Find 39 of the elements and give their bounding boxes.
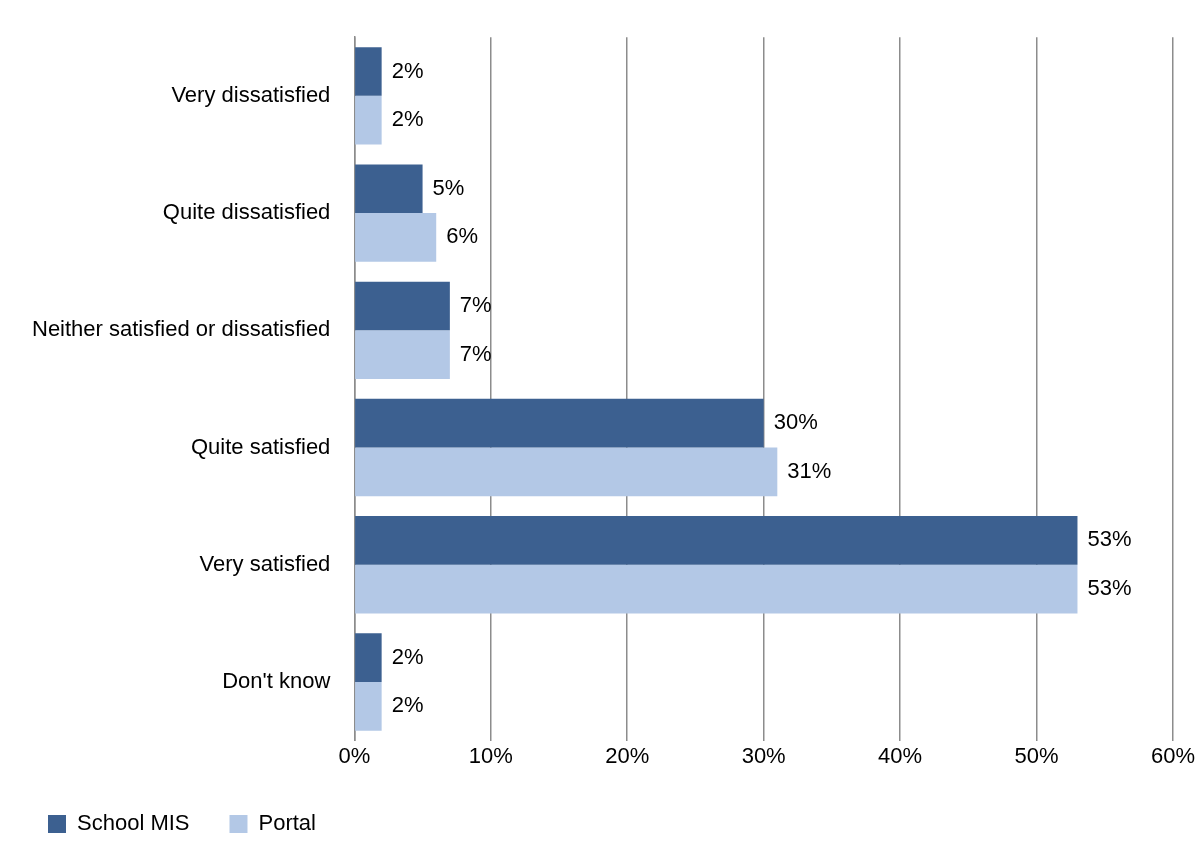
x-tick-label: 50% xyxy=(1014,742,1059,768)
legend-label: School MIS xyxy=(77,810,190,836)
bar xyxy=(355,398,764,448)
data-label: 53% xyxy=(1087,526,1132,552)
bar xyxy=(355,164,423,214)
legend-label: Portal xyxy=(258,810,316,836)
bar xyxy=(355,330,450,379)
y-tick-label: Very satisfied xyxy=(199,550,331,576)
data-label: 53% xyxy=(1087,575,1132,601)
x-tick-label: 60% xyxy=(1150,742,1196,768)
bar xyxy=(355,47,382,96)
data-label: 2% xyxy=(391,57,424,83)
data-label: 30% xyxy=(773,409,818,435)
bar xyxy=(355,213,437,262)
bar xyxy=(355,281,450,331)
x-tick-label: 20% xyxy=(605,742,650,768)
data-label: 6% xyxy=(446,223,479,249)
bar xyxy=(355,681,382,731)
data-label: 5% xyxy=(432,174,465,200)
data-label: 2% xyxy=(391,692,424,718)
x-tick-label: 40% xyxy=(878,742,923,768)
y-tick-label: Very dissatisfied xyxy=(171,81,331,107)
bar xyxy=(355,564,1078,614)
data-label: 2% xyxy=(391,643,424,669)
y-tick-label: Quite dissatisfied xyxy=(162,199,331,225)
data-label: 7% xyxy=(459,292,492,318)
bar xyxy=(355,633,382,682)
bar xyxy=(355,95,382,145)
bar xyxy=(355,516,1078,565)
y-tick-label: Quite satisfied xyxy=(190,433,331,459)
data-label: 7% xyxy=(459,340,492,366)
data-label: 2% xyxy=(391,106,424,132)
y-tick-label: Don't know xyxy=(222,668,331,694)
x-tick-label: 10% xyxy=(468,742,513,768)
x-tick-label: 0% xyxy=(338,742,371,768)
y-tick-label: Neither satisfied or dissatisfied xyxy=(31,316,331,342)
x-tick-label: 30% xyxy=(741,742,786,768)
bar xyxy=(355,447,778,497)
data-label: 31% xyxy=(787,457,832,483)
